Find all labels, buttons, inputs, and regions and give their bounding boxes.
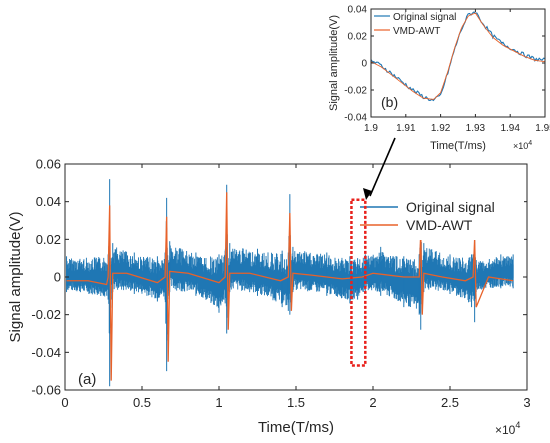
main-y-axis-label: Signal amplitude(V) bbox=[7, 212, 24, 343]
main-x-tick-label: 1.5 bbox=[287, 395, 305, 410]
main-x-tick-label: 0 bbox=[61, 395, 68, 410]
main-legend-original: Original signal bbox=[406, 199, 495, 215]
inset-y-tick-label: 0 bbox=[361, 59, 367, 70]
main-x-tick-label: 3 bbox=[523, 395, 530, 410]
inset-y-tick-label: -0.02 bbox=[344, 86, 367, 97]
inset-chart: 1.9 1.91 1.92 1.93 1.94 1.95 -0.04 -0.02 0 0.02 0… bbox=[328, 5, 550, 153]
inset-x-tick-label: 1.93 bbox=[466, 123, 486, 134]
inset-panel-label: (b) bbox=[381, 94, 398, 110]
inset-x-tick-label: 1.95 bbox=[535, 123, 550, 134]
main-x-axis: 0 0.5 1 1.5 2 2.5 3 bbox=[61, 164, 531, 410]
inset-y-axis-label: Signal amplitude(V) bbox=[328, 15, 340, 111]
main-x-tick-label: 1 bbox=[215, 395, 222, 410]
main-x-tick-label: 2 bbox=[369, 395, 376, 410]
zoom-callout-arrow bbox=[369, 137, 396, 197]
inset-x-tick-label: 1.91 bbox=[396, 123, 416, 134]
inset-y-axis: -0.04 -0.02 0 0.02 0.04 bbox=[344, 5, 545, 124]
inset-x-tick-label: 1.94 bbox=[500, 123, 520, 134]
main-x-exponent: ×104 bbox=[495, 420, 520, 437]
inset-y-tick-label: 0.02 bbox=[348, 32, 368, 43]
inset-legend: Original signal VMD-AWT bbox=[374, 12, 456, 37]
main-legend: Original signal VMD-AWT bbox=[356, 198, 524, 240]
inset-x-exponent: ×104 bbox=[513, 140, 532, 151]
inset-legend-original: Original signal bbox=[393, 12, 456, 23]
inset-x-tick-label: 1.9 bbox=[364, 123, 378, 134]
inset-x-axis: 1.9 1.91 1.92 1.93 1.94 1.95 bbox=[364, 9, 550, 134]
main-series-lines bbox=[66, 192, 514, 381]
inset-y-tick-label: -0.04 bbox=[344, 113, 367, 124]
inset-y-tick-label: 0.04 bbox=[348, 5, 368, 16]
inset-legend-vmd: VMD-AWT bbox=[393, 26, 440, 37]
main-chart: 0 0.5 1 1.5 2 2.5 3 -0.06 -0.04 -0.02 0 0.02 0.04 0.… bbox=[7, 137, 531, 437]
main-x-tick-label: 2.5 bbox=[441, 395, 459, 410]
main-y-axis: -0.06 -0.04 -0.02 0 0.02 0.04 0.06 bbox=[31, 157, 527, 398]
zoom-callout-box bbox=[350, 198, 367, 367]
main-y-tick-label: 0.02 bbox=[36, 232, 61, 247]
main-y-tick-label: -0.06 bbox=[31, 383, 61, 398]
zoom-callout-arrowhead bbox=[363, 188, 372, 200]
inset-series-lines bbox=[370, 11, 546, 102]
main-x-axis-label: Time(T/ms) bbox=[258, 419, 334, 436]
main-panel-label: (a) bbox=[78, 371, 96, 388]
main-y-tick-label: -0.02 bbox=[31, 307, 61, 322]
main-y-tick-label: 0 bbox=[54, 270, 61, 285]
main-y-tick-label: 0.06 bbox=[36, 157, 61, 172]
main-y-tick-label: -0.04 bbox=[31, 345, 61, 360]
main-series-vmd-awt bbox=[66, 192, 514, 381]
inset-x-axis-label: Time(T/ms) bbox=[430, 140, 486, 152]
main-x-tick-label: 0.5 bbox=[133, 395, 151, 410]
main-legend-vmd: VMD-AWT bbox=[406, 217, 473, 233]
inset-x-tick-label: 1.92 bbox=[431, 123, 451, 134]
inset-series-vmd-awt bbox=[370, 12, 546, 100]
main-y-tick-label: 0.04 bbox=[36, 194, 61, 209]
